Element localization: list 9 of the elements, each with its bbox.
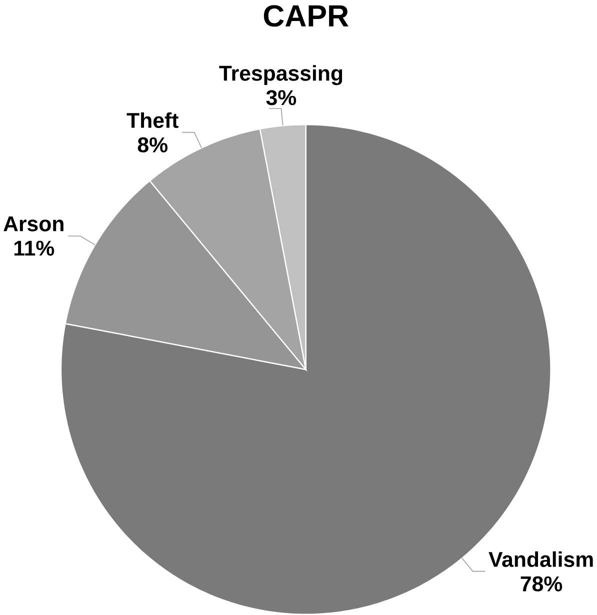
slice-label: Vandalism [488,551,593,568]
data-label: 78% [520,576,562,592]
chart-title: CAPR [264,5,348,27]
data-label: 3% [266,90,296,106]
data-label: 11% [14,240,54,256]
slice-label: Arson [4,216,64,232]
slice-label: Theft [126,112,178,128]
data-label: 8% [138,137,168,152]
slice-label: Trespassing [219,65,342,86]
